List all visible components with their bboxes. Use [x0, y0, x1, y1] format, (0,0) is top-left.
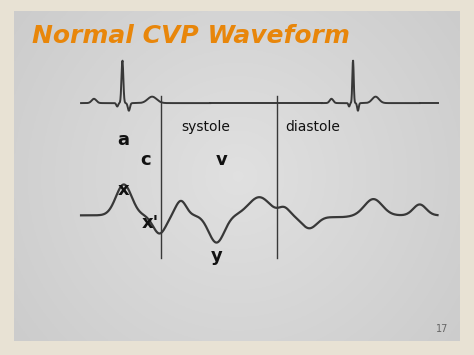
Text: y: y — [211, 247, 223, 265]
Text: a: a — [118, 131, 129, 149]
Text: Normal CVP Waveform: Normal CVP Waveform — [32, 24, 350, 48]
Text: systole: systole — [182, 120, 230, 135]
Text: v: v — [216, 151, 227, 169]
Text: diastole: diastole — [285, 120, 340, 135]
Text: c: c — [140, 151, 151, 169]
Text: x: x — [118, 181, 129, 199]
Text: x': x' — [142, 214, 159, 232]
Text: 17: 17 — [436, 324, 448, 334]
